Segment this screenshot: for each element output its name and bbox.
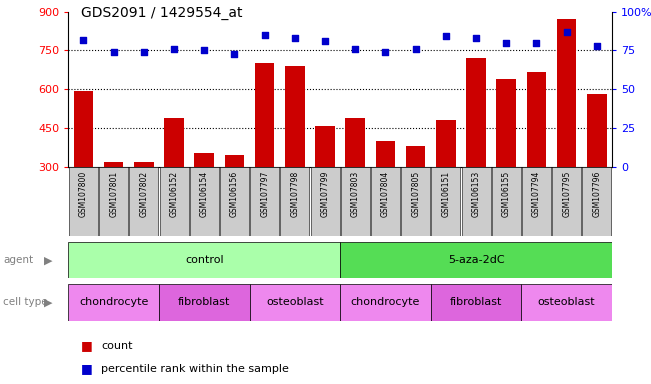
FancyBboxPatch shape: [281, 167, 309, 236]
FancyBboxPatch shape: [583, 167, 611, 236]
FancyBboxPatch shape: [492, 167, 521, 236]
Point: [229, 50, 240, 56]
Text: osteoblast: osteoblast: [538, 297, 596, 308]
Bar: [164, 118, 184, 245]
Text: GSM107802: GSM107802: [139, 170, 148, 217]
Text: GSM106153: GSM106153: [471, 170, 480, 217]
FancyBboxPatch shape: [340, 167, 370, 236]
Bar: [68, 242, 340, 278]
Point: [380, 49, 391, 55]
Point: [78, 36, 89, 43]
Bar: [195, 153, 214, 245]
Text: GSM106154: GSM106154: [200, 170, 209, 217]
Text: GSM106155: GSM106155: [502, 170, 511, 217]
Bar: [346, 118, 365, 245]
Bar: [340, 242, 612, 278]
Text: GSM107799: GSM107799: [320, 170, 329, 217]
Text: GSM107796: GSM107796: [592, 170, 602, 217]
Bar: [285, 66, 305, 245]
Text: GSM107801: GSM107801: [109, 170, 118, 217]
Bar: [68, 284, 159, 321]
FancyBboxPatch shape: [130, 167, 158, 236]
Text: GSM107803: GSM107803: [351, 170, 360, 217]
Point: [350, 46, 361, 52]
Bar: [104, 162, 124, 245]
Text: GSM106151: GSM106151: [441, 170, 450, 217]
Text: ▶: ▶: [44, 255, 53, 265]
Point: [471, 35, 481, 41]
FancyBboxPatch shape: [311, 167, 340, 236]
Text: ■: ■: [81, 339, 93, 352]
Bar: [521, 284, 612, 321]
Bar: [255, 63, 275, 245]
Text: GDS2091 / 1429554_at: GDS2091 / 1429554_at: [81, 6, 243, 20]
Text: GSM107797: GSM107797: [260, 170, 269, 217]
Text: GSM106152: GSM106152: [169, 170, 178, 217]
Bar: [74, 91, 93, 245]
Text: GSM107798: GSM107798: [290, 170, 299, 217]
Bar: [527, 73, 546, 245]
Point: [139, 49, 149, 55]
Point: [320, 38, 330, 44]
Bar: [376, 141, 395, 245]
Bar: [249, 284, 340, 321]
Bar: [225, 156, 244, 245]
Bar: [436, 121, 456, 245]
Bar: [431, 284, 521, 321]
Bar: [159, 284, 249, 321]
Text: percentile rank within the sample: percentile rank within the sample: [101, 364, 289, 374]
Bar: [587, 94, 607, 245]
Point: [441, 33, 451, 40]
Text: control: control: [185, 255, 223, 265]
Text: GSM107795: GSM107795: [562, 170, 571, 217]
Bar: [466, 58, 486, 245]
Point: [501, 40, 512, 46]
FancyBboxPatch shape: [159, 167, 189, 236]
Text: GSM107800: GSM107800: [79, 170, 88, 217]
FancyBboxPatch shape: [250, 167, 279, 236]
Text: chondrocyte: chondrocyte: [351, 297, 420, 308]
Text: GSM107804: GSM107804: [381, 170, 390, 217]
Point: [109, 49, 119, 55]
Bar: [315, 126, 335, 245]
Text: GSM107805: GSM107805: [411, 170, 420, 217]
Text: GSM107794: GSM107794: [532, 170, 541, 217]
Point: [169, 46, 179, 52]
Point: [561, 29, 572, 35]
Point: [410, 46, 421, 52]
Bar: [134, 162, 154, 245]
Bar: [497, 79, 516, 245]
Text: agent: agent: [3, 255, 33, 265]
Text: 5-aza-2dC: 5-aza-2dC: [448, 255, 505, 265]
Text: fibroblast: fibroblast: [178, 297, 230, 308]
Point: [592, 43, 602, 49]
FancyBboxPatch shape: [552, 167, 581, 236]
Bar: [557, 19, 576, 245]
Point: [531, 40, 542, 46]
FancyBboxPatch shape: [462, 167, 491, 236]
Point: [260, 32, 270, 38]
Text: GSM106156: GSM106156: [230, 170, 239, 217]
FancyBboxPatch shape: [220, 167, 249, 236]
FancyBboxPatch shape: [69, 167, 98, 236]
Text: ▶: ▶: [44, 297, 53, 308]
Text: fibroblast: fibroblast: [450, 297, 502, 308]
FancyBboxPatch shape: [522, 167, 551, 236]
Point: [290, 35, 300, 41]
FancyBboxPatch shape: [371, 167, 400, 236]
Text: cell type: cell type: [3, 297, 48, 308]
Text: ■: ■: [81, 362, 93, 375]
Bar: [406, 146, 426, 245]
Text: chondrocyte: chondrocyte: [79, 297, 148, 308]
FancyBboxPatch shape: [432, 167, 460, 236]
FancyBboxPatch shape: [189, 167, 219, 236]
Point: [199, 47, 210, 53]
Text: osteoblast: osteoblast: [266, 297, 324, 308]
FancyBboxPatch shape: [99, 167, 128, 236]
Bar: [340, 284, 431, 321]
Text: count: count: [101, 341, 132, 351]
FancyBboxPatch shape: [401, 167, 430, 236]
